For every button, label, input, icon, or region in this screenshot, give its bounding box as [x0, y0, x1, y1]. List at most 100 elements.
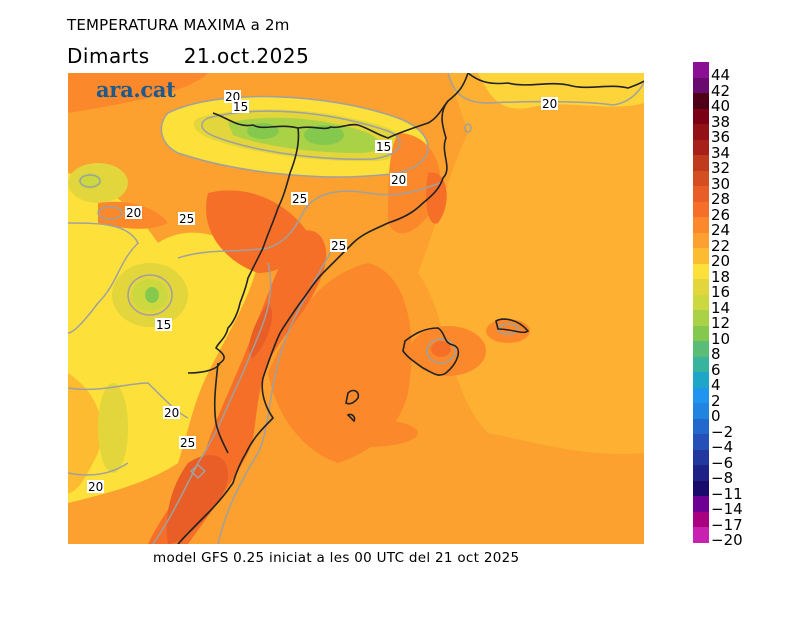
- color-legend-swatch: [693, 93, 709, 109]
- color-legend: [693, 62, 709, 543]
- color-legend-swatch: [693, 480, 709, 496]
- color-legend-swatch: [693, 77, 709, 93]
- color-legend-label: 28: [711, 190, 731, 208]
- color-legend-swatch: [693, 248, 709, 264]
- color-legend-label: −20: [711, 531, 743, 549]
- field-24-ibiza-sea: [318, 419, 418, 447]
- color-legend-label: 18: [711, 267, 731, 286]
- field-24-med: [268, 263, 412, 463]
- contour-labels: 20 15 15 20 20 20 25 25 25 15 20 25 20: [87, 90, 558, 494]
- color-legend-label: 32: [711, 159, 731, 177]
- map-title: TEMPERATURA MAXIMA a 2m: [67, 16, 290, 34]
- color-legend-label: −2: [711, 422, 734, 441]
- contour-label: 25: [178, 212, 195, 226]
- color-legend-swatch: [693, 356, 709, 372]
- isotherm-25-north: [177, 182, 441, 259]
- contour-label: 20: [163, 406, 180, 420]
- color-legend-label: 8: [711, 345, 721, 363]
- color-legend-swatch: [693, 465, 709, 481]
- border-valencia: [213, 362, 229, 454]
- ara-cat-logo: ara.cat: [96, 77, 176, 102]
- color-legend-label: 34: [711, 143, 731, 162]
- contour-label: 20: [541, 97, 558, 111]
- field-24-menorca: [486, 319, 530, 343]
- contour-label-text: 25: [292, 192, 307, 206]
- forecast-date: Dimarts 21.oct.2025: [67, 44, 309, 68]
- contour-label-text: 25: [179, 212, 194, 226]
- color-legend-swatch: [693, 201, 709, 217]
- color-legend-label: 20: [711, 252, 731, 270]
- field-26-mallorca: [431, 341, 451, 357]
- forecast-day: Dimarts: [67, 44, 150, 68]
- color-legend-label: 36: [711, 128, 731, 146]
- isotherm-small-1: [464, 123, 472, 133]
- coastline-formentera: [346, 413, 356, 423]
- contour-label: 20: [390, 173, 407, 187]
- color-legend-label: 38: [711, 112, 731, 131]
- color-legend-swatch: [693, 139, 709, 155]
- color-legend-label: −11: [711, 484, 743, 503]
- color-legend-swatch: [693, 387, 709, 403]
- color-legend-swatch: [693, 294, 709, 310]
- coastline-menorca: [495, 318, 530, 334]
- isotherm-20-west: [68, 222, 139, 334]
- color-legend-swatch: [693, 124, 709, 140]
- contour-label: 25: [330, 239, 347, 253]
- color-legend-swatch: [693, 418, 709, 434]
- color-legend-label: 24: [711, 221, 731, 239]
- contour-label-text: 20: [164, 406, 179, 420]
- color-legend-label: 44: [711, 66, 731, 84]
- color-legend-swatch: [693, 449, 709, 465]
- color-legend-label: 0: [711, 407, 721, 425]
- contour-label: 25: [291, 192, 308, 206]
- color-legend-swatch: [693, 434, 709, 450]
- contour-label-text: 25: [180, 436, 195, 450]
- contour-label: 15: [232, 100, 249, 114]
- contour-label-text: 15: [376, 140, 391, 154]
- contour-label-text: 25: [331, 239, 346, 253]
- contour-label: 20: [125, 206, 142, 220]
- color-legend-swatch: [693, 341, 709, 357]
- color-legend-label: −17: [711, 515, 743, 534]
- field-28-alicante: [166, 454, 229, 544]
- isotherm-20-pyrenees: [160, 95, 429, 178]
- color-legend-swatch: [693, 511, 709, 527]
- field-26-ebro: [206, 190, 308, 273]
- color-legend-swatch: [693, 310, 709, 326]
- coastline-mediterranean: [177, 100, 449, 544]
- color-legend-swatch: [693, 527, 709, 543]
- color-legend-swatch: [693, 403, 709, 419]
- contour-label: 15: [375, 140, 392, 154]
- field-10-pyrenees-e: [304, 125, 344, 145]
- color-legend-label: 14: [711, 298, 731, 317]
- color-legend-label: 16: [711, 283, 731, 301]
- contour-label-text: 20: [542, 97, 557, 111]
- coastline-mallorca: [402, 327, 460, 376]
- color-legend-label: 30: [711, 174, 731, 193]
- field-20-sw: [68, 373, 102, 493]
- color-legend-swatch: [693, 232, 709, 248]
- forecast-date-value: 21.oct.2025: [183, 44, 310, 68]
- isotherm-25-coast-inner: [152, 262, 272, 544]
- model-run-info: model GFS 0.25 iniciat a les 00 UTC del …: [153, 550, 520, 566]
- field-26-girona: [426, 172, 447, 224]
- color-legend-label: 6: [711, 360, 721, 379]
- color-legend-swatch: [693, 325, 709, 341]
- color-legend-swatch: [693, 217, 709, 233]
- contour-label-text: 20: [391, 173, 406, 187]
- coastline-ibiza: [345, 389, 360, 405]
- field-26-valencia: [148, 230, 327, 544]
- color-legend-label: 4: [711, 376, 721, 394]
- temperature-map: 20 15 15 20 20 20 25 25 25 15 20 25 20 a…: [68, 73, 644, 544]
- isotherm-15-pyrenees: [201, 110, 401, 161]
- color-legend-label: 26: [711, 205, 731, 224]
- border-aragon-catalonia: [187, 127, 300, 374]
- contour-label-text: 15: [156, 318, 171, 332]
- coastlines-and-borders: [177, 73, 644, 544]
- border-pyrenees: [212, 73, 469, 139]
- isotherm-15-nw: [79, 174, 101, 188]
- isotherm-20-nw-small: [97, 206, 123, 220]
- coastline-france: [467, 73, 644, 89]
- color-legend-label: −4: [711, 438, 734, 456]
- color-legend-label: 42: [711, 81, 731, 100]
